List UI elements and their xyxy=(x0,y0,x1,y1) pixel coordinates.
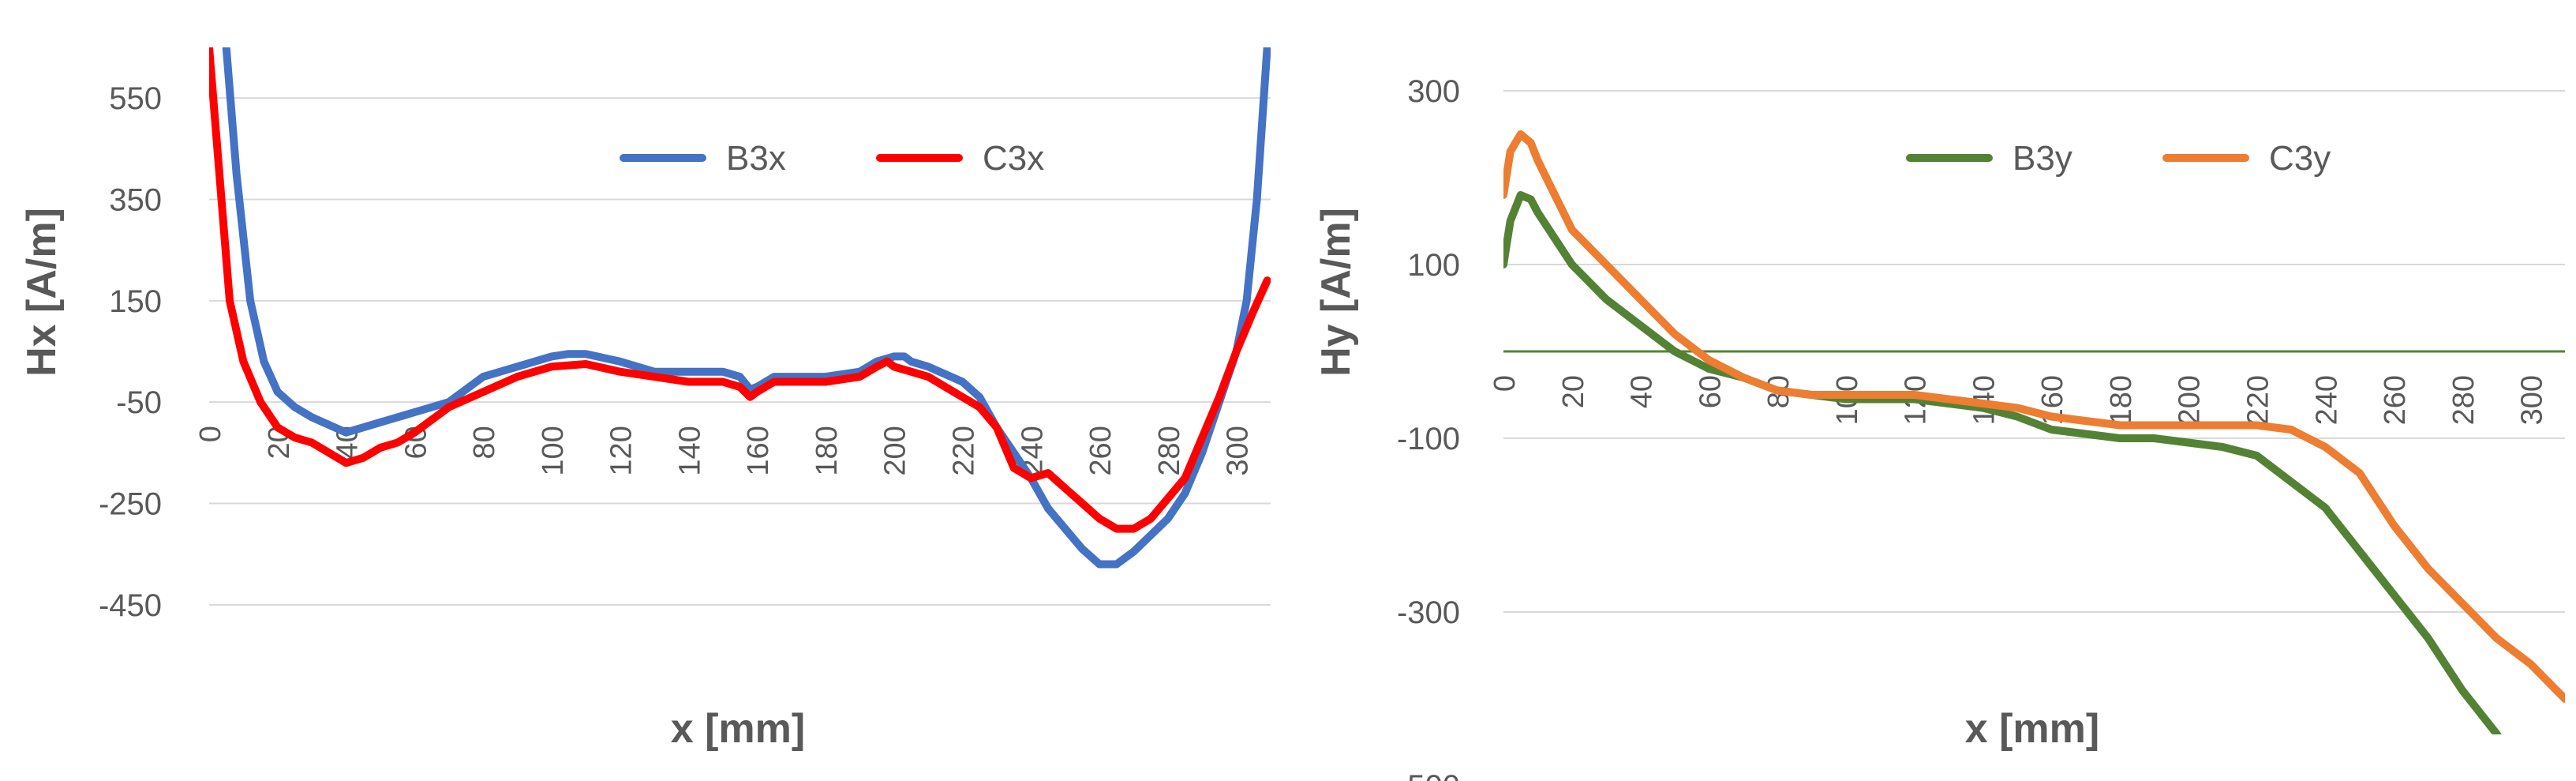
y-tick-label: 550 xyxy=(109,81,162,116)
legend-label: B3x xyxy=(726,139,786,178)
y-tick-label: -300 xyxy=(1397,595,1460,630)
y-tick-label: -450 xyxy=(99,588,162,623)
legend-label: B3y xyxy=(2012,139,2072,178)
x-tick-label: 180 xyxy=(2105,375,2138,425)
series-line-c3y xyxy=(1503,130,2565,703)
x-tick-label: 240 xyxy=(2310,375,2343,425)
x-tick-label: 160 xyxy=(742,426,775,475)
x-tick-label: 300 xyxy=(1222,426,1255,475)
x-tick-label: 0 xyxy=(194,426,227,442)
x-tick-label: 260 xyxy=(2379,375,2412,425)
y-tick-label: 150 xyxy=(109,284,162,319)
x-tick-label: 300 xyxy=(2516,375,2549,425)
y-axis-title: Hx [A/m] xyxy=(19,208,65,377)
y-tick-label: -50 xyxy=(116,385,162,420)
x-tick-label: 280 xyxy=(2447,375,2481,425)
x-tick-label: 180 xyxy=(811,426,844,475)
x-tick-label: 100 xyxy=(537,426,570,475)
y-tick-label: 350 xyxy=(109,183,162,218)
x-tick-label: 40 xyxy=(1626,375,1659,408)
y-tick-label: -250 xyxy=(99,487,162,522)
series-line-b3y xyxy=(1503,191,2502,734)
x-tick-label: 140 xyxy=(673,426,706,475)
y-tick-label: -500 xyxy=(1397,769,1460,781)
x-axis-title: x [mm] xyxy=(1965,706,2099,752)
x-tick-label: 120 xyxy=(605,426,638,475)
x-tick-label: 0 xyxy=(1488,375,1522,392)
x-tick-label: 200 xyxy=(2174,375,2207,425)
y-tick-label: 300 xyxy=(1407,74,1460,109)
x-tick-label: 200 xyxy=(879,426,912,475)
x-tick-label: 60 xyxy=(1694,375,1727,408)
series-line-b3x xyxy=(222,47,1271,569)
legend-label: C3y xyxy=(2269,139,2331,178)
y-axis-title: Hy [A/m] xyxy=(1313,208,1359,377)
x-tick-label: 220 xyxy=(2242,375,2275,425)
y-tick-label: -100 xyxy=(1397,422,1460,456)
y-tick-label: 100 xyxy=(1407,248,1460,283)
x-tick-label: 280 xyxy=(1153,426,1186,475)
x-tick-label: 20 xyxy=(1557,375,1590,408)
x-axis-title: x [mm] xyxy=(671,706,805,752)
x-tick-label: 260 xyxy=(1084,426,1118,475)
series-line-c3x xyxy=(209,47,1271,533)
legend-label: C3x xyxy=(983,139,1044,178)
x-tick-label: 80 xyxy=(468,426,501,459)
x-tick-label: 220 xyxy=(948,426,981,475)
chart-2: 300100-100-300-5000204060801001201401601… xyxy=(1313,74,2565,781)
